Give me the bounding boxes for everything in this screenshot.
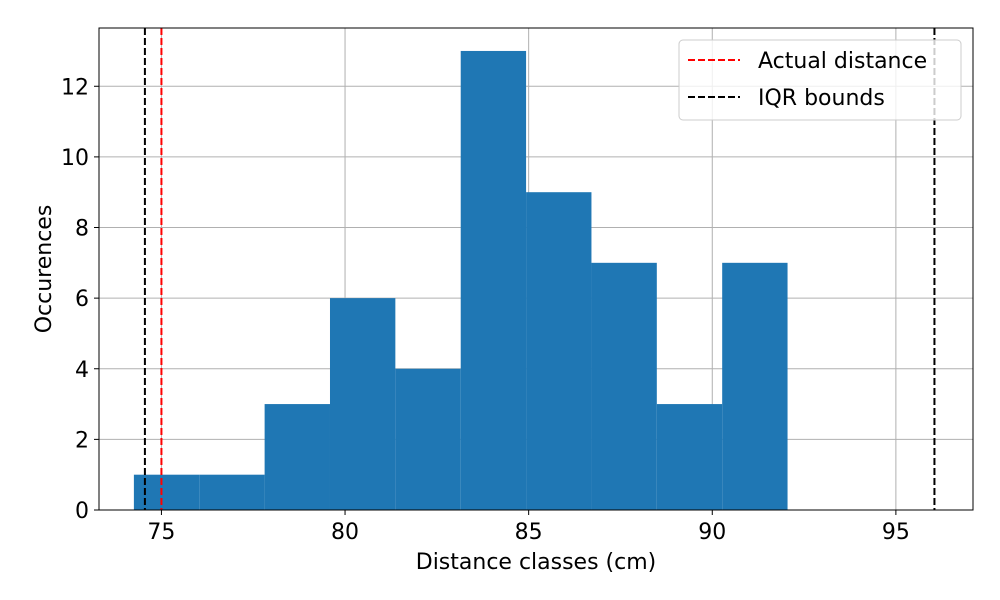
y-tick-label: 6 xyxy=(75,287,89,312)
y-axis-label: Occurences xyxy=(32,205,57,334)
x-tick-label: 75 xyxy=(147,520,175,545)
histogram-bar xyxy=(526,192,592,510)
x-tick-label: 95 xyxy=(882,520,910,545)
y-tick-label: 10 xyxy=(61,146,89,171)
y-tick-label: 12 xyxy=(61,75,89,100)
histogram-bar xyxy=(395,368,461,510)
x-axis-label: Distance classes (cm) xyxy=(416,550,657,575)
histogram-bar xyxy=(656,404,723,510)
legend-label-iqr-bounds: IQR bounds xyxy=(758,86,885,111)
y-axis-ticks: 0 2 4 6 8 10 12 xyxy=(61,75,99,524)
y-tick-label: 4 xyxy=(75,358,89,383)
histogram-bar xyxy=(199,474,265,510)
y-tick-label: 0 xyxy=(75,499,89,524)
legend: Actual distance IQR bounds xyxy=(678,39,962,121)
histogram-bar xyxy=(591,262,657,510)
plot-frame xyxy=(98,27,974,511)
y-tick-label: 2 xyxy=(75,428,89,453)
histogram-bar xyxy=(722,262,788,510)
histogram-bar xyxy=(264,404,330,510)
x-tick-label: 85 xyxy=(515,520,543,545)
histogram-bar xyxy=(329,298,396,510)
legend-box xyxy=(678,39,962,121)
y-tick-label: 8 xyxy=(75,217,89,242)
x-axis-ticks: 75 80 85 90 95 xyxy=(147,510,910,545)
legend-label-actual-distance: Actual distance xyxy=(758,49,927,74)
x-tick-label: 80 xyxy=(331,520,359,545)
histogram-bar xyxy=(133,474,200,510)
histogram-bar xyxy=(460,50,527,510)
x-tick-label: 90 xyxy=(698,520,726,545)
